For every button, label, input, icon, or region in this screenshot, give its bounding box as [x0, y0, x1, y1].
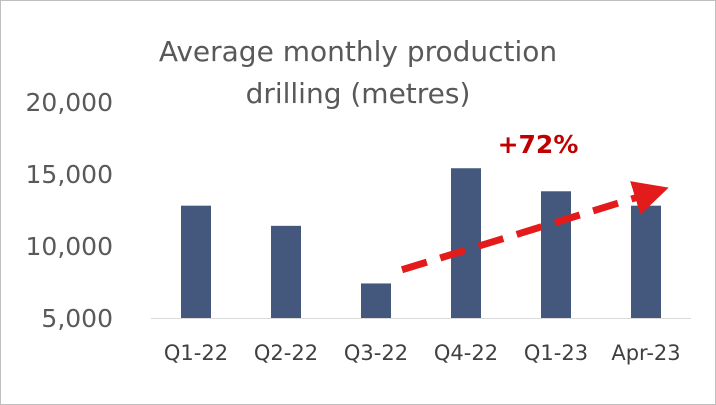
bar-apr-23 [631, 205, 661, 318]
x-axis-labels: Q1-22 Q2-22 Q3-22 Q4-22 Q1-23 Apr-23 [164, 341, 681, 365]
y-axis: 20,000 15,000 10,000 5,000 [26, 88, 113, 333]
x-tick-label: Q2-22 [254, 341, 318, 365]
x-tick-label: Q3-22 [344, 341, 408, 365]
growth-annotation: +72% [498, 130, 579, 159]
bar-q1-22 [181, 205, 211, 318]
bars [181, 168, 661, 318]
x-tick-label: Apr-23 [611, 341, 680, 365]
bar-q1-23 [541, 191, 571, 318]
y-tick-label: 15,000 [26, 160, 113, 189]
trend-arrow [400, 181, 669, 274]
bar-q2-22 [271, 225, 301, 318]
chart-title-line-2: drilling (metres) [246, 77, 471, 110]
bar-q3-22 [361, 283, 391, 318]
bar-q4-22 [451, 168, 481, 318]
y-tick-label: 10,000 [26, 232, 113, 261]
y-tick-label: 20,000 [26, 88, 113, 117]
x-tick-label: Q4-22 [434, 341, 498, 365]
x-tick-label: Q1-23 [524, 341, 588, 365]
x-tick-label: Q1-22 [164, 341, 228, 365]
chart-title-line-1: Average monthly production [159, 35, 557, 68]
y-tick-label: 5,000 [41, 304, 113, 333]
